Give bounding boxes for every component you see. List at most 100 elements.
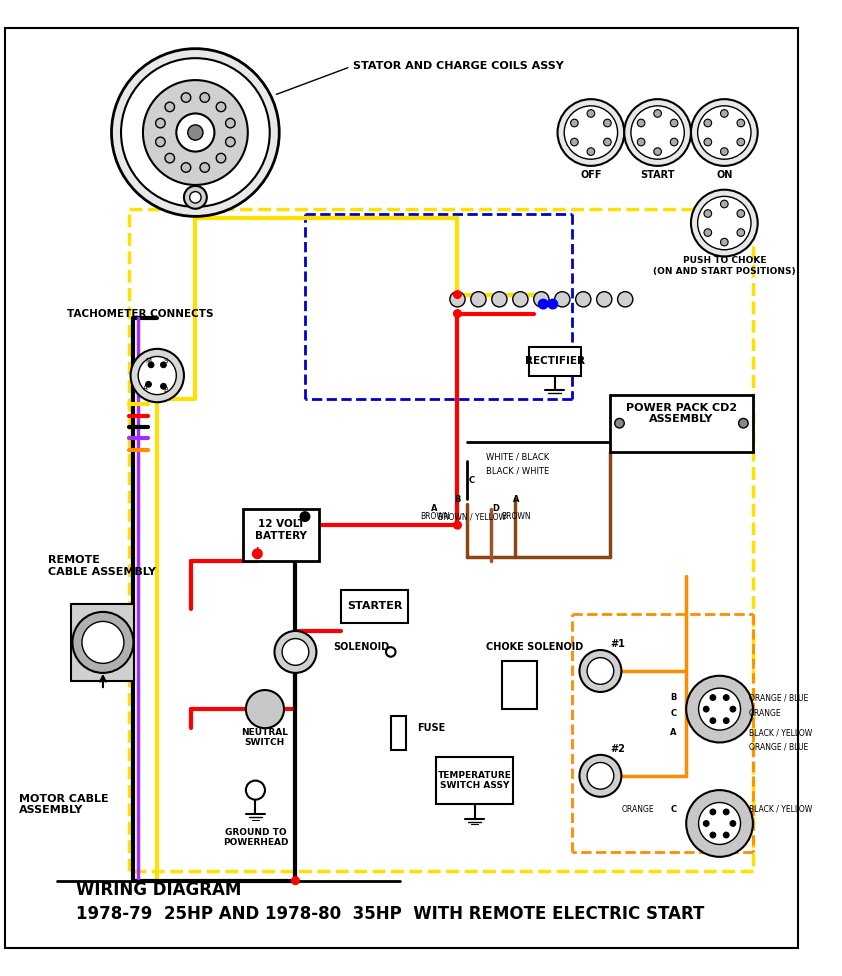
- Circle shape: [704, 139, 711, 145]
- Circle shape: [637, 139, 645, 145]
- Circle shape: [165, 102, 174, 111]
- Circle shape: [571, 139, 578, 145]
- Circle shape: [737, 210, 744, 218]
- Bar: [341, 590, 408, 624]
- Circle shape: [148, 362, 154, 368]
- Circle shape: [737, 139, 744, 145]
- Circle shape: [721, 147, 728, 155]
- Circle shape: [703, 821, 709, 827]
- Circle shape: [216, 102, 226, 111]
- Circle shape: [730, 821, 736, 827]
- Circle shape: [450, 292, 465, 306]
- Circle shape: [730, 707, 736, 712]
- Circle shape: [737, 228, 744, 236]
- Text: A: A: [514, 495, 520, 504]
- Bar: [436, 756, 513, 804]
- Circle shape: [161, 362, 167, 368]
- Circle shape: [143, 80, 248, 184]
- Circle shape: [617, 292, 633, 306]
- Circle shape: [587, 762, 614, 790]
- Circle shape: [710, 695, 716, 701]
- Circle shape: [737, 119, 744, 127]
- Circle shape: [604, 139, 611, 145]
- Circle shape: [703, 707, 709, 712]
- Circle shape: [534, 292, 549, 306]
- Text: C: C: [670, 804, 677, 814]
- Text: A: A: [143, 385, 147, 390]
- Circle shape: [686, 675, 753, 743]
- Circle shape: [72, 612, 133, 672]
- Circle shape: [253, 549, 262, 558]
- Circle shape: [564, 105, 617, 159]
- Text: STATOR AND CHARGE COILS ASSY: STATOR AND CHARGE COILS ASSY: [353, 61, 563, 71]
- Text: B: B: [670, 693, 677, 702]
- Circle shape: [691, 189, 758, 257]
- Text: WHITE / BLACK: WHITE / BLACK: [486, 452, 549, 461]
- Circle shape: [604, 119, 611, 127]
- Bar: [503, 662, 536, 710]
- Circle shape: [111, 49, 280, 217]
- Circle shape: [653, 147, 662, 155]
- Text: A: A: [431, 505, 438, 513]
- Text: BROWN / YELLOW: BROWN / YELLOW: [438, 512, 506, 521]
- Circle shape: [597, 292, 612, 306]
- Text: #2: #2: [610, 744, 625, 754]
- Circle shape: [587, 147, 594, 155]
- Circle shape: [216, 153, 226, 163]
- Circle shape: [704, 228, 711, 236]
- Text: C: C: [670, 710, 677, 718]
- Circle shape: [698, 196, 751, 250]
- Circle shape: [723, 695, 729, 701]
- Circle shape: [274, 630, 317, 672]
- Text: C: C: [469, 476, 475, 485]
- Text: 12 VOLT
BATTERY: 12 VOLT BATTERY: [255, 519, 307, 541]
- Circle shape: [184, 185, 207, 209]
- Circle shape: [721, 109, 728, 117]
- Circle shape: [454, 309, 461, 317]
- Circle shape: [710, 717, 716, 723]
- Circle shape: [181, 163, 191, 172]
- Circle shape: [704, 119, 711, 127]
- Text: RECTIFIER: RECTIFIER: [525, 356, 584, 366]
- Circle shape: [548, 300, 557, 308]
- Circle shape: [156, 118, 165, 128]
- Circle shape: [226, 118, 235, 128]
- Circle shape: [165, 153, 174, 163]
- Text: REMOTE
CABLE ASSEMBLY: REMOTE CABLE ASSEMBLY: [48, 555, 156, 577]
- Circle shape: [471, 292, 486, 306]
- Circle shape: [146, 382, 152, 387]
- Text: S: S: [163, 357, 168, 364]
- Bar: [529, 346, 581, 376]
- Circle shape: [723, 809, 729, 815]
- Text: START: START: [641, 171, 674, 181]
- Text: B: B: [455, 495, 461, 504]
- Text: ORANGE: ORANGE: [621, 804, 653, 814]
- Text: POWER PACK CD2
ASSEMBLY: POWER PACK CD2 ASSEMBLY: [626, 403, 737, 425]
- Circle shape: [637, 119, 645, 127]
- Circle shape: [121, 59, 269, 207]
- Text: 1978-79  25HP AND 1978-80  35HP  WITH REMOTE ELECTRIC START: 1978-79 25HP AND 1978-80 35HP WITH REMOT…: [77, 905, 705, 923]
- Text: +: +: [252, 545, 264, 559]
- Circle shape: [670, 139, 678, 145]
- Circle shape: [131, 348, 184, 402]
- Text: ORANGE / BLUE: ORANGE / BLUE: [749, 693, 808, 702]
- Circle shape: [723, 833, 729, 837]
- Circle shape: [492, 292, 507, 306]
- Text: WIRING DIAGRAM: WIRING DIAGRAM: [77, 881, 242, 899]
- Circle shape: [723, 717, 729, 723]
- Circle shape: [282, 638, 309, 666]
- Text: BROWN: BROWN: [502, 512, 531, 521]
- Text: -: -: [302, 511, 308, 525]
- Text: BLACK / YELLOW: BLACK / YELLOW: [749, 804, 813, 814]
- Text: B: B: [163, 387, 168, 393]
- Circle shape: [579, 754, 621, 796]
- Circle shape: [301, 511, 310, 521]
- Circle shape: [176, 113, 215, 151]
- Text: D: D: [492, 505, 499, 513]
- Circle shape: [181, 93, 191, 102]
- Text: GROUND TO
POWERHEAD: GROUND TO POWERHEAD: [222, 828, 288, 847]
- Circle shape: [699, 688, 740, 730]
- Circle shape: [686, 791, 753, 857]
- Text: M: M: [146, 357, 152, 364]
- Text: ORANGE / BLUE: ORANGE / BLUE: [749, 743, 808, 752]
